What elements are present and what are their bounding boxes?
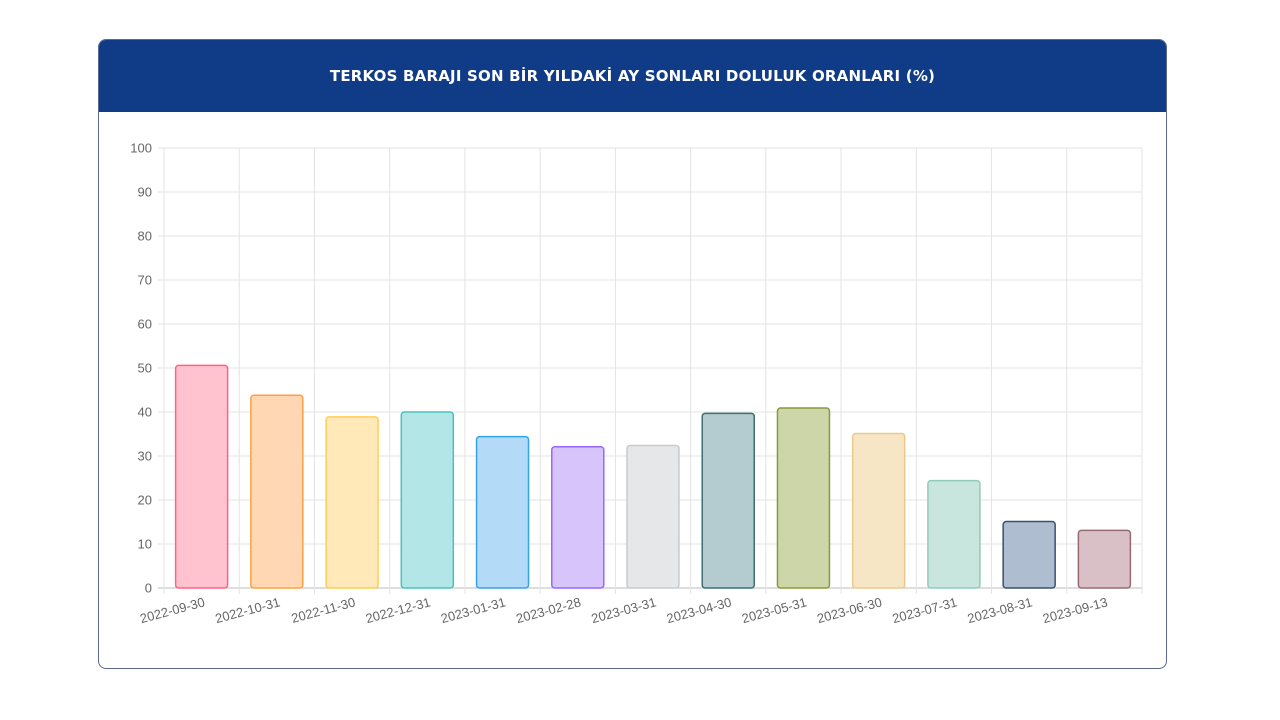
y-tick-label: 70 xyxy=(138,273,152,288)
y-tick-label: 40 xyxy=(138,405,152,420)
x-tick-label: 2023-09-13 xyxy=(1041,594,1109,626)
y-tick-label: 100 xyxy=(130,141,152,156)
bar xyxy=(701,412,755,589)
x-tick-label: 2023-03-31 xyxy=(590,594,658,626)
y-tick-label: 10 xyxy=(138,537,152,552)
bar xyxy=(174,364,229,589)
bar xyxy=(1077,529,1132,589)
y-tick-label: 80 xyxy=(138,229,152,244)
y-tick-label: 0 xyxy=(145,581,152,596)
bar xyxy=(325,416,379,589)
y-tick-label: 90 xyxy=(138,185,152,200)
y-tick-label: 50 xyxy=(138,361,152,376)
x-tick-label: 2023-07-31 xyxy=(891,594,959,626)
x-tick-label: 2022-09-30 xyxy=(138,594,206,626)
x-tick-label: 2022-11-30 xyxy=(290,594,357,625)
x-tick-label: 2023-06-30 xyxy=(815,594,883,626)
x-tick-label: 2023-02-28 xyxy=(514,594,582,626)
bar xyxy=(475,435,530,589)
y-tick-label: 60 xyxy=(138,317,152,332)
bar xyxy=(1002,520,1056,589)
bar xyxy=(776,407,831,589)
bar xyxy=(250,394,304,589)
chart-title: TERKOS BARAJI SON BİR YILDAKİ AY SONLARI… xyxy=(329,67,936,85)
x-tick-label: 2022-10-31 xyxy=(214,594,282,626)
x-tick-label: 2023-08-31 xyxy=(966,594,1034,626)
y-tick-label: 30 xyxy=(138,449,152,464)
bar xyxy=(851,432,906,589)
bar xyxy=(400,411,455,589)
bar xyxy=(927,479,981,589)
chart-header: TERKOS BARAJI SON BİR YILDAKİ AY SONLARI… xyxy=(99,40,1166,112)
x-tick-label: 2023-01-31 xyxy=(439,594,507,626)
x-tick-label: 2023-04-30 xyxy=(665,594,733,626)
bar xyxy=(551,446,605,589)
bar xyxy=(626,444,680,589)
y-tick-label: 20 xyxy=(138,493,152,508)
x-tick-label: 2023-05-31 xyxy=(740,594,808,626)
x-tick-label: 2022-12-31 xyxy=(364,594,432,626)
